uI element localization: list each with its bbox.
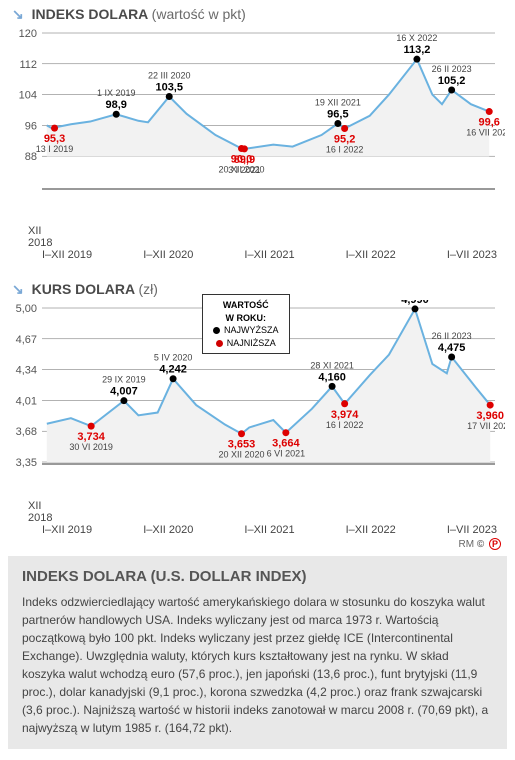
info-panel: INDEKS DOLARA (U.S. DOLLAR INDEX) Indeks… (8, 556, 507, 749)
svg-text:26 II 2023: 26 II 2023 (432, 331, 472, 341)
svg-text:19 XII 2021: 19 XII 2021 (315, 97, 361, 107)
svg-text:95,2: 95,2 (334, 133, 355, 145)
svg-text:96: 96 (25, 120, 37, 132)
svg-text:30 VI 2019: 30 VI 2019 (69, 442, 113, 452)
x-label: I–VII 2023 (447, 524, 497, 536)
svg-text:4,007: 4,007 (110, 386, 138, 398)
info-body: Indeks odzwierciedlający wartość ameryka… (22, 593, 493, 737)
x-label: I–XII 2020 (143, 524, 193, 536)
chart1-title-text: INDEKS DOLARA (32, 6, 148, 22)
x-label: I–VII 2023 (447, 249, 497, 261)
page: ↘ INDEKS DOLARA (wartość w pkt) 88961041… (0, 0, 515, 749)
trend-down-icon: ↘ (12, 6, 24, 22)
chart2-subtitle: (zł) (138, 281, 157, 297)
svg-text:26 II 2023: 26 II 2023 (432, 64, 472, 74)
svg-text:13 I 2019: 13 I 2019 (36, 144, 74, 154)
legend: WARTOŚĆW ROKU: NAJWYŻSZANAJNIŻSZA (202, 294, 290, 354)
chart2-xstart: XII 2018 (0, 500, 515, 524)
svg-text:16 I 2022: 16 I 2022 (326, 144, 364, 154)
svg-text:16 I 2022: 16 I 2022 (326, 420, 364, 430)
attribution: RM © P (0, 538, 515, 550)
publisher-badge: P (489, 538, 501, 550)
svg-text:4,475: 4,475 (438, 342, 466, 354)
chart1-subtitle: (wartość w pkt) (152, 6, 246, 22)
svg-text:20 XII 2020: 20 XII 2020 (218, 450, 264, 460)
svg-text:99,6: 99,6 (479, 117, 500, 129)
svg-text:3,35: 3,35 (16, 457, 37, 469)
chart1-xstart-label: XII (28, 225, 41, 237)
svg-text:120: 120 (19, 28, 37, 40)
svg-text:3,68: 3,68 (16, 426, 37, 438)
svg-text:4,160: 4,160 (318, 371, 346, 383)
svg-text:29 IX 2019: 29 IX 2019 (102, 375, 146, 385)
chart2-xstart-year: 2018 (28, 512, 52, 524)
trend-down-icon: ↘ (12, 281, 24, 297)
chart2: WARTOŚĆW ROKU: NAJWYŻSZANAJNIŻSZA 3,35 3,… (10, 300, 505, 500)
x-label: I–XII 2020 (143, 249, 193, 261)
svg-text:103,5: 103,5 (155, 82, 183, 94)
author-initials: RM (459, 539, 475, 550)
chart2-xstart-label: XII (28, 500, 41, 512)
svg-text:16 VII 2023: 16 VII 2023 (466, 128, 505, 138)
legend-item: NAJNIŻSZA (213, 337, 279, 350)
svg-text:3,734: 3,734 (77, 431, 105, 443)
svg-text:6 VI 2021: 6 VI 2021 (267, 449, 306, 459)
svg-text:3,960: 3,960 (476, 410, 504, 422)
svg-text:3,653: 3,653 (228, 439, 256, 451)
svg-text:4,34: 4,34 (16, 365, 37, 377)
chart2-title-text: KURS DOLARA (32, 281, 135, 297)
chart1-xaxis: I–XII 2019 I–XII 2020 I–XII 2021 I–XII 2022… (0, 249, 515, 261)
svg-text:4,990: 4,990 (401, 300, 429, 306)
svg-text:105,2: 105,2 (438, 75, 466, 87)
svg-text:1 IX 2019: 1 IX 2019 (97, 88, 136, 98)
svg-text:95,3: 95,3 (44, 133, 65, 145)
svg-text:4,67: 4,67 (16, 334, 37, 346)
chart1-xstart-year: 2018 (28, 237, 52, 249)
svg-text:16 X 2022: 16 X 2022 (396, 33, 437, 43)
info-title: INDEKS DOLARA (U.S. DOLLAR INDEX) (22, 568, 493, 585)
x-label: I–XII 2022 (346, 524, 396, 536)
svg-text:89,9: 89,9 (234, 154, 255, 166)
chart1-xstart: XII 2018 (0, 225, 515, 249)
x-label: I–XII 2021 (244, 249, 294, 261)
chart2-xaxis: I–XII 2019 I–XII 2020 I–XII 2021 I–XII 2022… (0, 524, 515, 536)
chart1-svg: 889610411212013 I 201995,31 IX 201998,92… (10, 25, 505, 205)
svg-text:4,01: 4,01 (16, 395, 37, 407)
chart1: 889610411212013 I 201995,31 IX 201998,92… (10, 25, 505, 225)
x-label: I–XII 2019 (42, 524, 92, 536)
svg-text:5,00: 5,00 (16, 303, 37, 315)
svg-text:17 VII 2023: 17 VII 2023 (467, 421, 505, 431)
svg-text:3 I 2021: 3 I 2021 (228, 165, 261, 175)
svg-text:3,664: 3,664 (272, 438, 300, 450)
svg-text:113,2: 113,2 (403, 44, 430, 56)
legend-title: WARTOŚĆW ROKU: (213, 299, 279, 324)
svg-text:96,5: 96,5 (327, 108, 348, 120)
svg-text:5 IV 2020: 5 IV 2020 (154, 353, 193, 363)
x-label: I–XII 2022 (346, 249, 396, 261)
svg-text:4,242: 4,242 (159, 364, 187, 376)
chart1-title: ↘ INDEKS DOLARA (wartość w pkt) (0, 0, 515, 25)
copyright-icon: © (477, 539, 484, 550)
legend-item: NAJWYŻSZA (213, 324, 279, 337)
svg-text:28 XI 2021: 28 XI 2021 (310, 360, 354, 370)
svg-text:22 III 2020: 22 III 2020 (148, 71, 191, 81)
x-label: I–XII 2019 (42, 249, 92, 261)
svg-text:112: 112 (19, 59, 37, 71)
svg-text:98,9: 98,9 (106, 99, 127, 111)
x-label: I–XII 2021 (244, 524, 294, 536)
svg-text:104: 104 (19, 90, 37, 102)
svg-text:3,974: 3,974 (331, 409, 359, 421)
